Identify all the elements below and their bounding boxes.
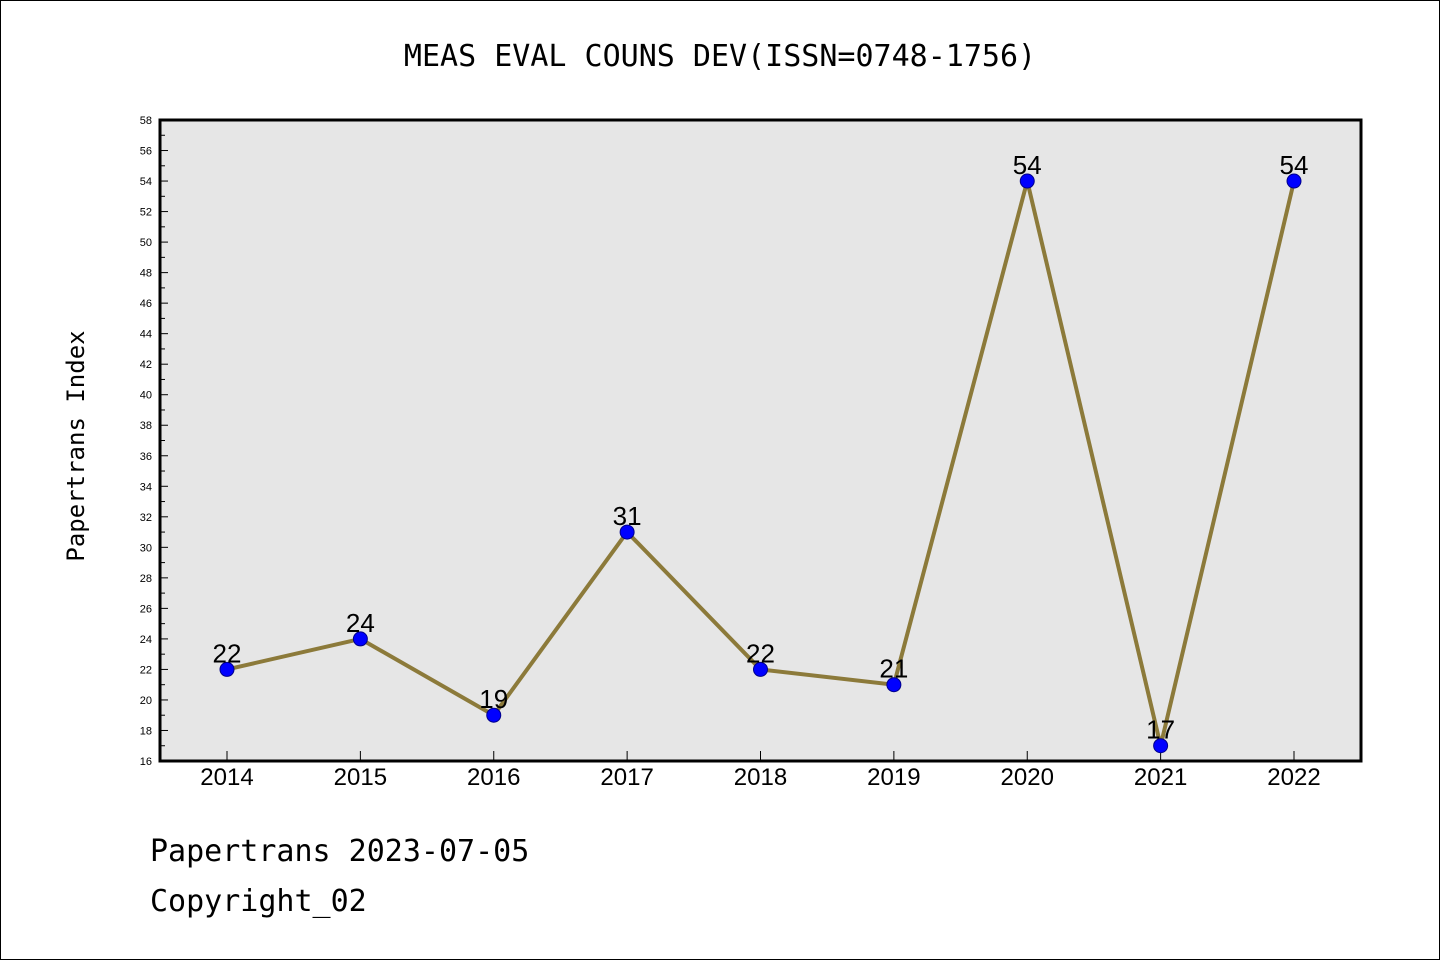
data-point <box>1153 738 1169 754</box>
y-axis: 16 18 20 22 24 26 28 30 32 34 36 38 40 42 44 46 48 50 52 54… <box>140 115 168 768</box>
y-tick-label: 26 <box>140 603 152 615</box>
y-axis-label: Papertrans Index <box>62 330 90 561</box>
footer-copyright: Copyright_02 <box>150 884 367 919</box>
y-tick-label: 40 <box>140 390 152 402</box>
y-tick-label: 32 <box>140 512 152 524</box>
y-tick-label: 38 <box>140 420 152 432</box>
y-tick-label: 16 <box>140 756 152 768</box>
y-tick-label: 50 <box>140 237 152 249</box>
y-tick-label: 28 <box>140 573 152 585</box>
data-label: 22 <box>213 638 242 668</box>
x-tick-label: 2022 <box>1267 764 1320 791</box>
x-tick-label: 2016 <box>467 764 520 791</box>
y-tick-label: 52 <box>140 207 152 219</box>
data-point <box>486 707 502 723</box>
footer-date: Papertrans 2023-07-05 <box>150 834 530 869</box>
data-label: 54 <box>1013 150 1042 180</box>
chart-title: MEAS EVAL COUNS DEV(ISSN=0748-1756) <box>404 39 1036 74</box>
x-tick-label: 2018 <box>734 764 787 791</box>
y-tick-label: 36 <box>140 451 152 463</box>
data-point <box>1019 173 1035 189</box>
data-label: 31 <box>613 501 642 531</box>
data-point <box>1286 173 1302 189</box>
y-tick-label: 30 <box>140 542 152 554</box>
y-tick-label: 54 <box>140 176 152 188</box>
x-tick-label: 2015 <box>334 764 387 791</box>
x-tick-label: 2014 <box>200 764 253 791</box>
x-tick-label: 2021 <box>1134 764 1187 791</box>
data-label: 54 <box>1280 150 1309 180</box>
data-point <box>886 677 902 693</box>
y-tick-label: 20 <box>140 695 152 707</box>
y-tick-label: 44 <box>140 329 152 341</box>
y-tick-label: 24 <box>140 634 152 646</box>
series-group: 22 24 19 31 22 21 54 17 54 <box>213 150 1309 754</box>
data-label: 22 <box>746 638 775 668</box>
data-label: 24 <box>346 608 375 638</box>
y-tick-label: 58 <box>140 115 152 127</box>
x-tick-label: 2017 <box>600 764 653 791</box>
y-tick-label: 22 <box>140 664 152 676</box>
data-label: 21 <box>879 654 908 684</box>
data-label: 19 <box>479 684 508 714</box>
data-point <box>753 661 768 677</box>
x-axis: 2014 2015 2016 2017 2018 2019 2020 2021 2022 <box>200 751 1321 791</box>
y-tick-label: 46 <box>140 298 152 310</box>
y-tick-label: 18 <box>140 725 152 737</box>
data-point <box>219 661 235 677</box>
data-point <box>619 524 635 540</box>
x-tick-label: 2019 <box>867 764 920 791</box>
y-tick-label: 48 <box>140 268 152 280</box>
y-tick-label: 56 <box>140 146 152 158</box>
data-point <box>352 631 368 647</box>
y-tick-label: 42 <box>140 359 152 371</box>
x-tick-label: 2020 <box>1001 764 1054 791</box>
data-label: 17 <box>1146 715 1175 745</box>
plot-area <box>158 118 1363 763</box>
y-tick-label: 34 <box>140 481 152 493</box>
